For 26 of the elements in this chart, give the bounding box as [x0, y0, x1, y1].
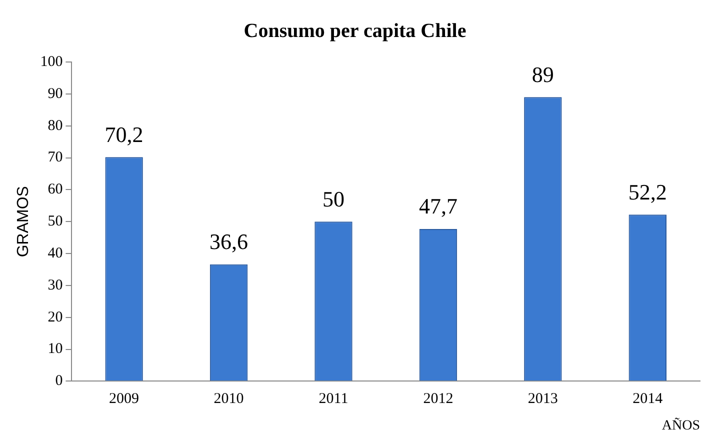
y-tick-label: 60: [48, 182, 63, 198]
y-tick-label: 40: [48, 245, 63, 262]
y-tick-label: 20: [48, 309, 63, 326]
y-tick-label: 10: [48, 341, 63, 358]
data-label: 47,7: [418, 194, 458, 219]
x-tick-label: 2009: [109, 391, 140, 408]
data-label: 70,2: [104, 122, 144, 147]
x-tick-label: 2012: [423, 391, 454, 408]
y-tick-label: 30: [48, 277, 63, 294]
data-label: 52,2: [628, 179, 667, 204]
data-label: 36,6: [210, 229, 248, 254]
y-tick-label: 90: [48, 86, 63, 102]
x-axis-title: AÑOS: [662, 417, 700, 434]
data-label: 89: [532, 62, 554, 87]
x-tick-label: 2010: [214, 391, 244, 408]
x-tick-label: 2014: [632, 391, 664, 408]
chart-title: Consumo per capita Chile: [244, 20, 466, 42]
y-tick-label: 0: [55, 373, 63, 390]
y-tick-label: 80: [48, 118, 63, 134]
x-tick-label: 2013: [528, 391, 558, 408]
y-axis-title: GRAMOS: [15, 186, 32, 258]
y-tick-label: 70: [48, 150, 63, 166]
x-tick-label: 2011: [318, 391, 348, 408]
y-tick-label: 100: [40, 54, 63, 70]
y-tick-label: 50: [48, 214, 63, 230]
data-label: 50: [322, 186, 344, 212]
